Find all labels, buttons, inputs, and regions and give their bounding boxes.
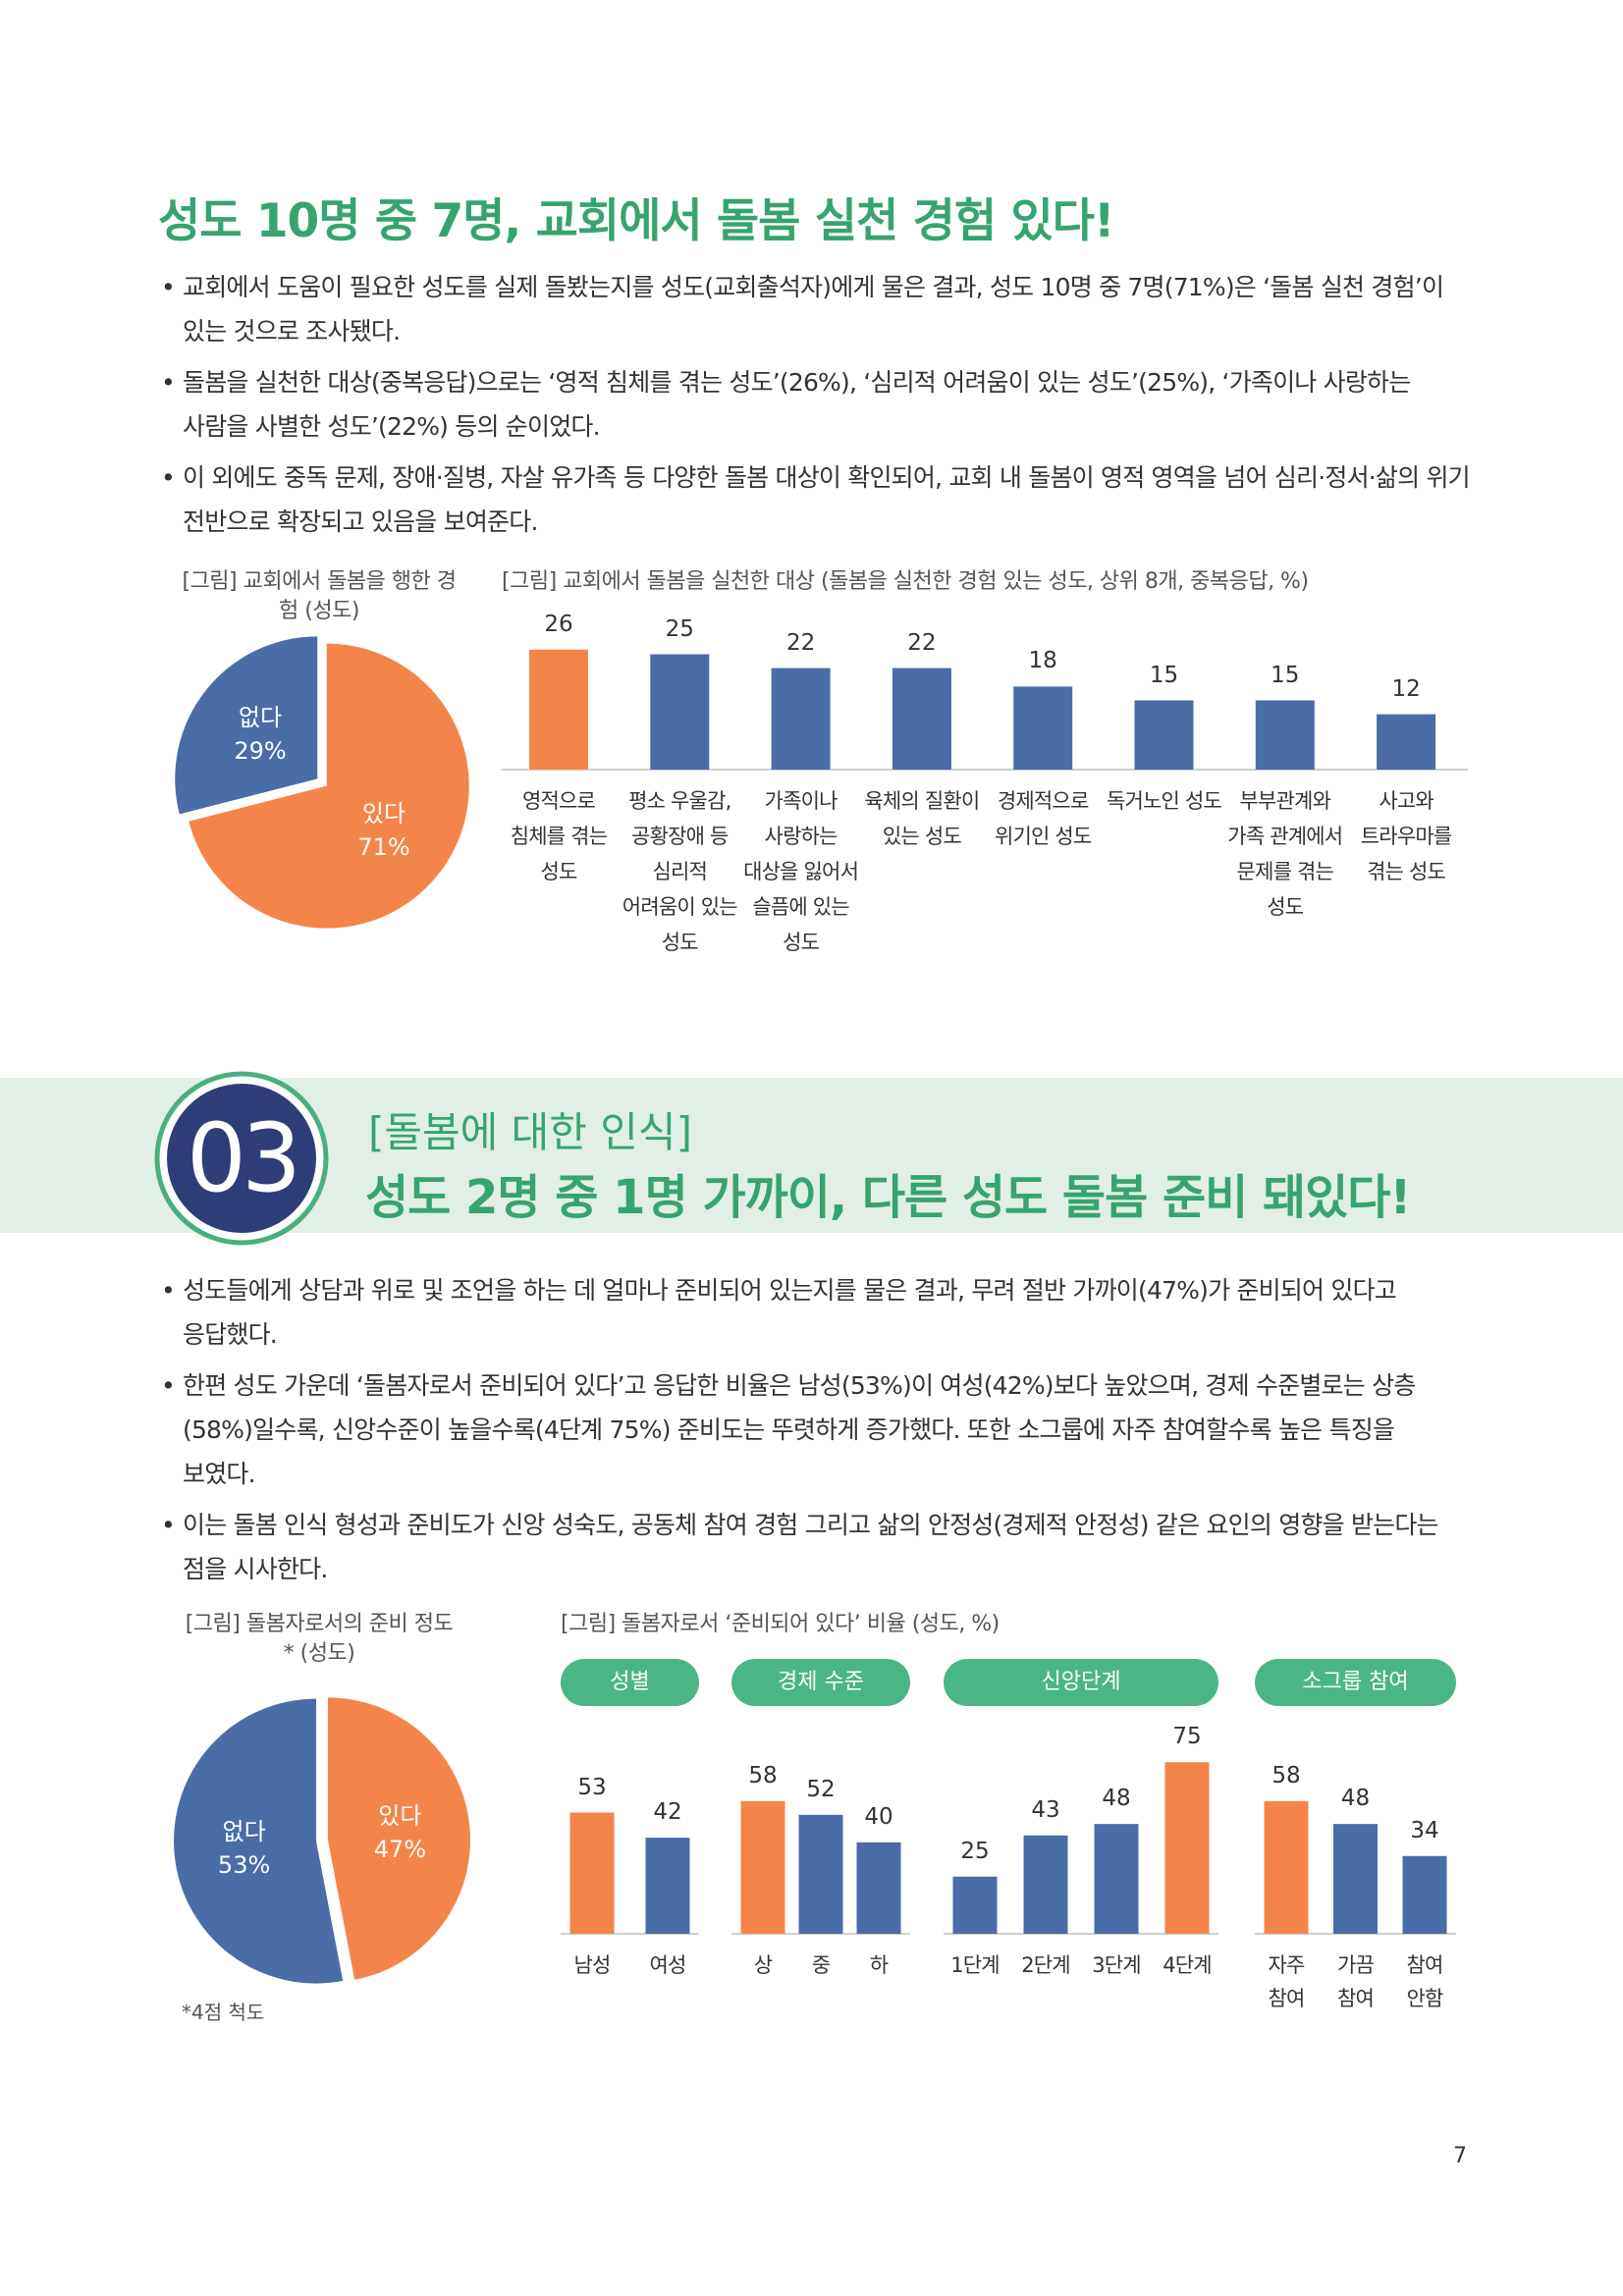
category-label: 가끔 참여 [1336, 1953, 1375, 2010]
bar [1134, 700, 1194, 770]
value-label: 58 [1271, 1762, 1301, 1789]
bullet: 한편 성도 가운데 ‘돌봄자로서 준비되어 있다’고 응답한 비율은 남성(53… [161, 1363, 1472, 1496]
chart-title: [그림] 돌봄자로서 ‘준비되어 있다’ 비율 (성도, %) [561, 1612, 1000, 1636]
chart-title: [그림] 교회에서 돌봄을 행한 경험 (성도) [182, 569, 457, 623]
value-label: 48 [1102, 1786, 1131, 1812]
bar [1264, 1800, 1309, 1934]
group-pill: 경제 수준 [731, 1659, 910, 1706]
value-label: 48 [1340, 1786, 1371, 1812]
value-label: 34 [1410, 1817, 1439, 1843]
bar [952, 1876, 998, 1934]
value-label: 42 [653, 1799, 682, 1826]
pie-slice [175, 636, 318, 815]
category-label: 사고와 트라우마를 겪는 성도 [1360, 789, 1452, 883]
bar [1255, 700, 1315, 770]
category-label: 1단계 [950, 1953, 1000, 1977]
slice-label: 있다 [378, 1802, 422, 1831]
category-label: 독거노인 성도 [1107, 789, 1222, 813]
pie-slice [174, 1698, 344, 1984]
category-label: 3단계 [1092, 1953, 1141, 1977]
bar [1013, 686, 1073, 770]
category-label: 2단계 [1021, 1953, 1070, 1977]
category-label: 가족이나 사랑하는 대상을 잃어서 슬픔에 있는 성도 [743, 789, 859, 954]
slice-value: 47% [373, 1836, 427, 1864]
slice-label: 없다 [222, 1817, 266, 1845]
bar [529, 649, 588, 770]
bar [1094, 1824, 1139, 1934]
pie-slice [189, 643, 469, 929]
bullet: 교회에서 도움이 필요한 성도를 실제 돌봤는지를 성도(교회출석자)에게 물은… [161, 265, 1472, 353]
slice-label: 있다 [361, 799, 406, 828]
pie-slice [327, 1697, 470, 1980]
category-label: 하 [869, 1953, 889, 1977]
category-label: 영적으로 침체를 겪는 성도 [510, 789, 608, 883]
category-label: 부부관계와 가족 관계에서 문제를 겪는 성도 [1227, 789, 1343, 919]
bar [1333, 1824, 1378, 1934]
bullet: 성도들에게 상담과 위로 및 조언을 하는 데 얼마나 준비되어 있는지를 물은… [161, 1268, 1472, 1357]
value-label: 12 [1391, 675, 1421, 702]
value-label: 25 [960, 1838, 990, 1864]
page-number: 7 [1453, 2144, 1467, 2168]
category-label: 4단계 [1163, 1953, 1212, 1977]
bar [650, 654, 710, 770]
section-heading: 성도 2명 중 1명 가까이, 다른 성도 돌봄 준비 돼있다! [365, 1170, 1411, 1225]
value-label: 43 [1031, 1796, 1060, 1823]
value-label: 18 [1028, 648, 1057, 674]
slice-value: 29% [234, 737, 287, 766]
bullet-list: 성도들에게 상담과 위로 및 조언을 하는 데 얼마나 준비되어 있는지를 물은… [161, 1268, 1472, 1598]
category-label: 여성 [649, 1953, 686, 1977]
slice-value: 71% [357, 832, 410, 861]
group-pill: 성별 [561, 1659, 699, 1706]
number-disc [167, 1084, 316, 1233]
bar [1164, 1762, 1210, 1934]
category-label: 육체의 질환이 있는 성도 [864, 789, 980, 848]
slice-label: 없다 [238, 704, 283, 732]
chart-title: [그림] 돌봄자로서의 준비 정도* (성도) [185, 1612, 454, 1666]
value-label: 15 [1271, 662, 1300, 688]
value-label: 52 [806, 1776, 836, 1802]
bar [1402, 1855, 1447, 1934]
value-label: 22 [785, 629, 816, 656]
category-label: 상 [753, 1953, 773, 1977]
bullet: 돌봄을 실천한 대상(중복응답)으로는 ‘영적 침체를 겪는 성도’(26%),… [161, 360, 1472, 449]
category-label: 자주 참여 [1268, 1953, 1305, 2010]
category-label: 평소 우울감, 공황장애 등 심리적 어려움이 있는 성도 [622, 789, 738, 954]
bar [740, 1800, 785, 1934]
bar [1023, 1835, 1068, 1934]
category-label: 남성 [573, 1953, 611, 1977]
note: *4점 척도 [182, 2001, 265, 2024]
bar [569, 1812, 615, 1934]
value-label: 40 [864, 1803, 893, 1830]
chart-title: [그림] 교회에서 돌봄을 실천한 대상 (돌봄을 실천한 경험 있는 성도, … [502, 569, 1309, 594]
value-label: 22 [907, 629, 937, 656]
bullet-list: 교회에서 도움이 필요한 성도를 실제 돌봤는지를 성도(교회출석자)에게 물은… [161, 265, 1472, 551]
value-label: 53 [577, 1774, 607, 1800]
bar [892, 667, 951, 770]
bar [645, 1838, 690, 1934]
value-label: 26 [544, 611, 573, 637]
category-label: 참여 안함 [1406, 1953, 1443, 2010]
value-label: 25 [665, 615, 694, 642]
bar [1377, 714, 1436, 770]
group-pill: 신앙단계 [944, 1659, 1218, 1706]
value-label: 75 [1172, 1724, 1202, 1750]
value-label: 15 [1149, 662, 1179, 688]
section-number: 03 [186, 1103, 301, 1213]
bullet: 이 외에도 중독 문제, 장애·질병, 자살 유가족 등 다양한 돌봄 대상이 … [161, 455, 1472, 544]
heading: 성도 10명 중 7명, 교회에서 돌봄 실천 경험 있다! [158, 194, 1114, 248]
bar [798, 1814, 843, 1934]
bar [856, 1842, 901, 1934]
section-label: [돌봄에 대한 인식] [368, 1108, 692, 1156]
bullet: 이는 돌봄 인식 형성과 준비도가 신앙 성숙도, 공동체 참여 경험 그리고 … [161, 1503, 1472, 1591]
bar [771, 667, 831, 770]
group-pill: 소그룹 참여 [1255, 1659, 1456, 1706]
slice-value: 53% [217, 1850, 271, 1879]
category-label: 중 [811, 1953, 831, 1977]
value-label: 58 [748, 1762, 778, 1789]
category-label: 경제적으로 위기인 성도 [994, 789, 1092, 848]
